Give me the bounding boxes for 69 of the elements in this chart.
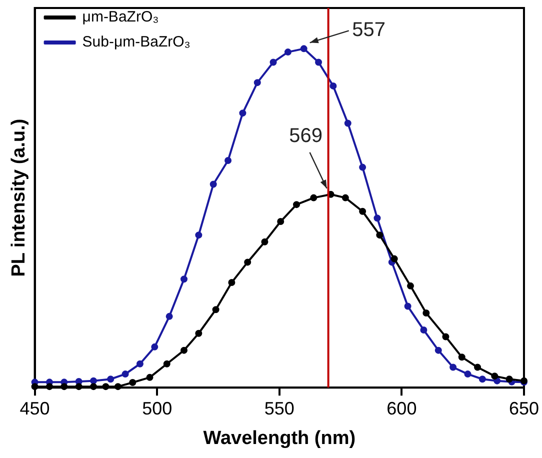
point: [180, 276, 188, 283]
point: [390, 255, 398, 262]
point: [277, 218, 284, 226]
x-tick-label: 450: [20, 398, 50, 418]
point: [420, 326, 428, 334]
point: [254, 79, 261, 86]
point: [195, 232, 202, 239]
point: [239, 110, 246, 117]
point: [464, 370, 472, 378]
point: [107, 376, 114, 383]
point: [506, 376, 513, 383]
point: [151, 343, 158, 350]
point: [422, 310, 430, 317]
point: [376, 232, 384, 239]
point: [210, 180, 217, 188]
point: [330, 82, 337, 90]
point: [474, 364, 482, 371]
point: [478, 376, 486, 383]
point: [114, 383, 122, 390]
point: [270, 58, 277, 66]
point: [224, 157, 232, 164]
point: [212, 306, 220, 314]
point: [180, 346, 188, 354]
annotation: 557: [352, 19, 386, 42]
legend-label: Sub-μm-BaZrO₃: [82, 34, 190, 51]
point: [359, 164, 366, 171]
point: [75, 383, 82, 390]
y-axis-title: PL intensity (a.u.): [8, 118, 30, 277]
x-tick-label: 600: [386, 398, 417, 418]
point: [129, 379, 136, 386]
point: [31, 383, 38, 390]
point: [75, 378, 82, 385]
point: [90, 377, 97, 384]
point: [315, 58, 322, 66]
x-tick-label: 500: [142, 398, 172, 418]
point: [284, 48, 292, 56]
point: [458, 354, 466, 361]
point: [310, 194, 318, 202]
point: [359, 208, 366, 215]
point: [102, 383, 110, 390]
point: [344, 120, 352, 127]
point: [374, 214, 381, 222]
point: [450, 364, 457, 371]
point: [122, 370, 129, 378]
point: [228, 279, 236, 286]
point: [404, 302, 412, 310]
point: [136, 360, 144, 368]
x-tick-label: 650: [508, 398, 540, 418]
point: [46, 383, 53, 390]
point: [146, 374, 154, 381]
point: [261, 238, 268, 246]
point: [406, 282, 414, 290]
point: [442, 333, 450, 340]
point: [244, 258, 252, 266]
point: [494, 377, 501, 384]
point: [163, 360, 170, 368]
x-axis-title: Wavelength (nm): [203, 428, 356, 449]
legend-label: μm-BaZrO₃: [82, 8, 159, 26]
point: [300, 45, 308, 52]
point: [195, 330, 202, 337]
point: [90, 383, 97, 390]
point: [491, 372, 498, 380]
point: [434, 346, 442, 354]
x-tick-label: 550: [264, 398, 294, 418]
point: [60, 383, 68, 390]
point: [342, 194, 349, 202]
point: [293, 201, 300, 208]
point: [166, 312, 173, 320]
annotation: 569: [289, 124, 322, 147]
